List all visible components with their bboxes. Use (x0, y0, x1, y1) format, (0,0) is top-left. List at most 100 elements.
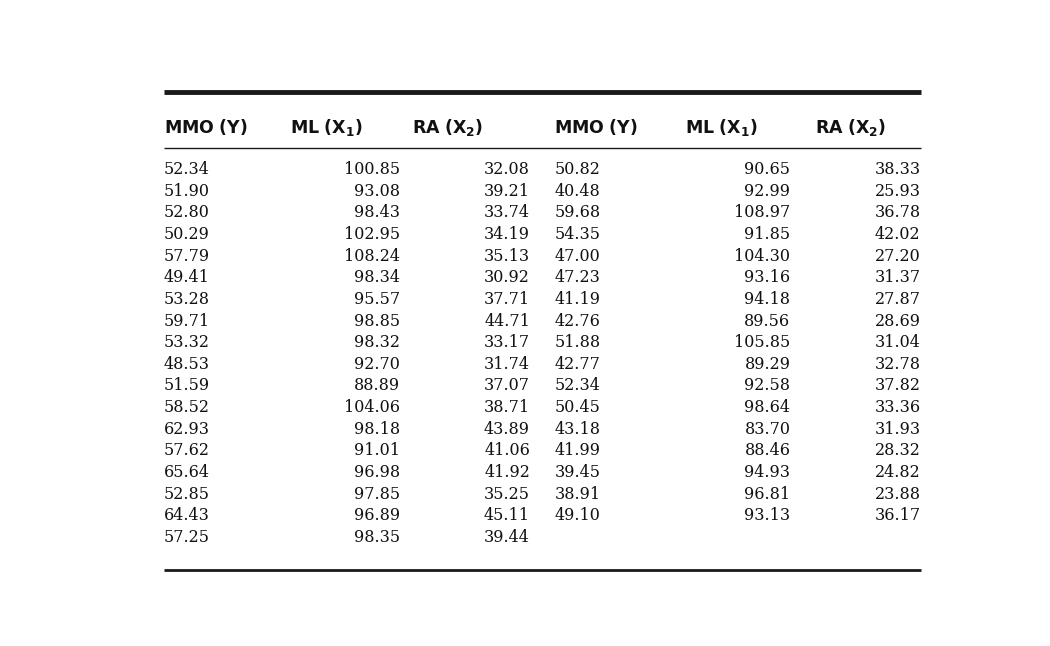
Text: 42.77: 42.77 (554, 356, 601, 373)
Text: 104.06: 104.06 (343, 399, 400, 416)
Text: 57.79: 57.79 (164, 247, 210, 265)
Text: 36.17: 36.17 (875, 507, 921, 525)
Text: 25.93: 25.93 (875, 183, 921, 200)
Text: $\bf{ML}$ $\bf{(}$$\it{\bf{X}}_{\bf{1}}$$\bf{)}$: $\bf{ML}$ $\bf{(}$$\it{\bf{X}}_{\bf{1}}$… (685, 117, 757, 138)
Text: 39.45: 39.45 (554, 464, 601, 481)
Text: 93.08: 93.08 (354, 183, 400, 200)
Text: 39.44: 39.44 (484, 529, 530, 546)
Text: 53.32: 53.32 (164, 334, 210, 351)
Text: 38.91: 38.91 (554, 486, 601, 503)
Text: 24.82: 24.82 (875, 464, 921, 481)
Text: 49.41: 49.41 (164, 269, 210, 286)
Text: 108.97: 108.97 (734, 204, 791, 222)
Text: 91.85: 91.85 (744, 226, 791, 243)
Text: 23.88: 23.88 (875, 486, 921, 503)
Text: 105.85: 105.85 (734, 334, 791, 351)
Text: 59.71: 59.71 (164, 313, 210, 329)
Text: 65.64: 65.64 (164, 464, 210, 481)
Text: 38.33: 38.33 (875, 161, 921, 178)
Text: 57.62: 57.62 (164, 443, 210, 459)
Text: 41.99: 41.99 (554, 443, 601, 459)
Text: $\bf{RA}$ $\bf{(}$$\it{\bf{X}}_{\bf{2}}$$\bf{)}$: $\bf{RA}$ $\bf{(}$$\it{\bf{X}}_{\bf{2}}$… (412, 117, 483, 138)
Text: 98.35: 98.35 (354, 529, 400, 546)
Text: 93.16: 93.16 (744, 269, 791, 286)
Text: 91.01: 91.01 (354, 443, 400, 459)
Text: 43.18: 43.18 (554, 421, 601, 438)
Text: 31.04: 31.04 (875, 334, 921, 351)
Text: 52.85: 52.85 (164, 486, 210, 503)
Text: $\bf{RA}$ $\bf{(}$$\it{\bf{X}}_{\bf{2}}$$\bf{)}$: $\bf{RA}$ $\bf{(}$$\it{\bf{X}}_{\bf{2}}$… (815, 117, 886, 138)
Text: 32.78: 32.78 (875, 356, 921, 373)
Text: $\bf{ML}$ $\bf{(}$$\it{\bf{X}}_{\bf{1}}$$\bf{)}$: $\bf{ML}$ $\bf{(}$$\it{\bf{X}}_{\bf{1}}$… (290, 117, 362, 138)
Text: 50.45: 50.45 (554, 399, 601, 416)
Text: 52.34: 52.34 (164, 161, 210, 178)
Text: 31.74: 31.74 (484, 356, 530, 373)
Text: 31.93: 31.93 (875, 421, 921, 438)
Text: 47.23: 47.23 (554, 269, 601, 286)
Text: 96.89: 96.89 (354, 507, 400, 525)
Text: 57.25: 57.25 (164, 529, 210, 546)
Text: 35.13: 35.13 (484, 247, 530, 265)
Text: 36.78: 36.78 (875, 204, 921, 222)
Text: 33.17: 33.17 (484, 334, 530, 351)
Text: 42.76: 42.76 (554, 313, 601, 329)
Text: 37.07: 37.07 (484, 377, 530, 395)
Text: 32.08: 32.08 (484, 161, 530, 178)
Text: 92.99: 92.99 (744, 183, 791, 200)
Text: 51.59: 51.59 (164, 377, 210, 395)
Text: 53.28: 53.28 (164, 291, 210, 308)
Text: 98.18: 98.18 (354, 421, 400, 438)
Text: 88.46: 88.46 (744, 443, 791, 459)
Text: 28.32: 28.32 (875, 443, 921, 459)
Text: 40.48: 40.48 (554, 183, 601, 200)
Text: 41.19: 41.19 (554, 291, 601, 308)
Text: 28.69: 28.69 (875, 313, 921, 329)
Text: 37.71: 37.71 (484, 291, 530, 308)
Text: 52.80: 52.80 (164, 204, 210, 222)
Text: 51.90: 51.90 (164, 183, 210, 200)
Text: 94.93: 94.93 (744, 464, 791, 481)
Text: 44.71: 44.71 (484, 313, 530, 329)
Text: 50.82: 50.82 (554, 161, 601, 178)
Text: 51.88: 51.88 (554, 334, 601, 351)
Text: 83.70: 83.70 (744, 421, 791, 438)
Text: 98.32: 98.32 (354, 334, 400, 351)
Text: 96.81: 96.81 (744, 486, 791, 503)
Text: 30.92: 30.92 (484, 269, 530, 286)
Text: 52.34: 52.34 (554, 377, 601, 395)
Text: 94.18: 94.18 (744, 291, 791, 308)
Text: 41.92: 41.92 (484, 464, 530, 481)
Text: 90.65: 90.65 (744, 161, 791, 178)
Text: 33.74: 33.74 (484, 204, 530, 222)
Text: 41.06: 41.06 (484, 443, 530, 459)
Text: 98.43: 98.43 (354, 204, 400, 222)
Text: 58.52: 58.52 (164, 399, 210, 416)
Text: 39.21: 39.21 (484, 183, 530, 200)
Text: 37.82: 37.82 (875, 377, 921, 395)
Text: 38.71: 38.71 (484, 399, 530, 416)
Text: 92.58: 92.58 (744, 377, 791, 395)
Text: 108.24: 108.24 (343, 247, 400, 265)
Text: 62.93: 62.93 (164, 421, 210, 438)
Text: 35.25: 35.25 (484, 486, 530, 503)
Text: 27.87: 27.87 (875, 291, 921, 308)
Text: 47.00: 47.00 (554, 247, 601, 265)
Text: 27.20: 27.20 (875, 247, 921, 265)
Text: 102.95: 102.95 (343, 226, 400, 243)
Text: 33.36: 33.36 (875, 399, 921, 416)
Text: 34.19: 34.19 (484, 226, 530, 243)
Text: 93.13: 93.13 (744, 507, 791, 525)
Text: 89.29: 89.29 (744, 356, 791, 373)
Text: 45.11: 45.11 (484, 507, 530, 525)
Text: 104.30: 104.30 (734, 247, 791, 265)
Text: 42.02: 42.02 (875, 226, 921, 243)
Text: 59.68: 59.68 (554, 204, 601, 222)
Text: 50.29: 50.29 (164, 226, 210, 243)
Text: 48.53: 48.53 (164, 356, 210, 373)
Text: 54.35: 54.35 (554, 226, 601, 243)
Text: $\bf{MMO}$ $\bf{(}$$\it{\bf{Y}}$$\bf{)}$: $\bf{MMO}$ $\bf{(}$$\it{\bf{Y}}$$\bf{)}$ (164, 118, 248, 137)
Text: $\bf{MMO}$ $\bf{(}$$\it{\bf{Y}}$$\bf{)}$: $\bf{MMO}$ $\bf{(}$$\it{\bf{Y}}$$\bf{)}$ (554, 118, 638, 137)
Text: 43.89: 43.89 (484, 421, 530, 438)
Text: 96.98: 96.98 (354, 464, 400, 481)
Text: 98.34: 98.34 (354, 269, 400, 286)
